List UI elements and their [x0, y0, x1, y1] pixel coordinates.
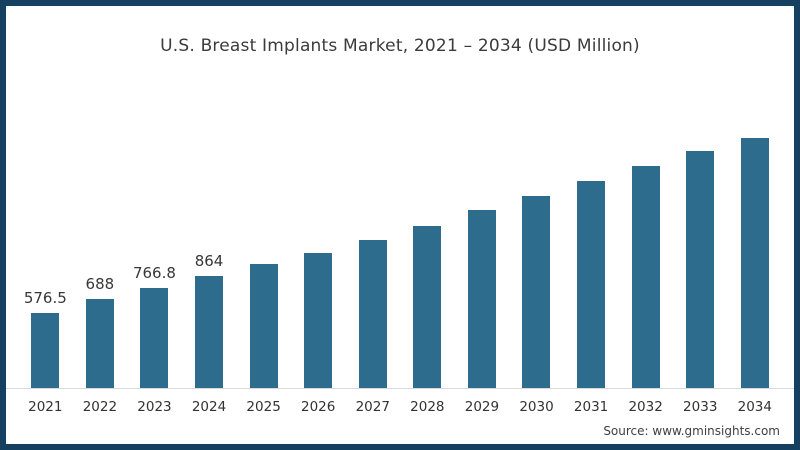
- bar-column-2021: 576.5: [18, 289, 73, 388]
- x-axis-label-2025: 2025: [246, 399, 281, 415]
- bar-column-2026: [291, 247, 346, 388]
- bar-column-2031: [564, 175, 619, 388]
- bar-2027: [358, 240, 387, 388]
- bar-value-label-2024: 864: [194, 252, 224, 270]
- bar-2025: [249, 264, 278, 388]
- bar-column-2022: 688: [73, 275, 128, 388]
- x-axis-label-2030: 2030: [519, 399, 554, 415]
- x-axis-labels: 2021 2022 2023 2024 2025 2026 2027 2028 2029 2030…: [18, 399, 782, 415]
- bar-column-2025: [236, 258, 291, 388]
- bar-column-2028: [400, 220, 455, 388]
- bar-value-label-2022: 688: [85, 275, 115, 293]
- bar-2033: [686, 151, 715, 388]
- bar-2030: [522, 196, 551, 388]
- bar-column-2023: 766.8: [127, 264, 182, 388]
- x-axis-baseline: [6, 388, 794, 389]
- bar-value-label-2023: 766.8: [132, 264, 176, 282]
- source-attribution: Source: www.gminsights.com: [603, 424, 780, 438]
- bar-plot-area: 576.5 688 766.8 864: [18, 132, 782, 388]
- bar-2028: [413, 226, 442, 388]
- bar-2032: [631, 166, 660, 388]
- bar-2026: [304, 253, 333, 388]
- bar-2023: [140, 288, 169, 388]
- bar-value-label-2021: 576.5: [23, 289, 67, 307]
- x-axis-label-2027: 2027: [355, 399, 390, 415]
- bar-column-2032: [618, 160, 673, 388]
- x-axis-label-2021: 2021: [28, 399, 63, 415]
- bar-2024: [195, 276, 224, 388]
- bar-column-2034: [728, 132, 783, 388]
- x-axis-label-2032: 2032: [628, 399, 663, 415]
- x-axis-label-2023: 2023: [137, 399, 172, 415]
- x-axis-label-2024: 2024: [191, 399, 227, 415]
- x-axis-label-2033: 2033: [683, 399, 718, 415]
- bar-column-2027: [345, 234, 400, 388]
- x-axis-label-2034: 2034: [737, 399, 772, 415]
- x-axis-label-2028: 2028: [410, 399, 445, 415]
- x-axis-label-2031: 2031: [573, 399, 609, 415]
- x-axis-label-2022: 2022: [82, 399, 118, 415]
- x-axis-label-2029: 2029: [464, 399, 500, 415]
- bar-column-2033: [673, 145, 728, 388]
- x-axis-label-2026: 2026: [301, 399, 336, 415]
- bar-column-2029: [455, 204, 510, 388]
- bar-2031: [577, 181, 606, 388]
- bar-2022: [85, 299, 114, 388]
- bar-2021: [31, 313, 60, 388]
- chart-title: U.S. Breast Implants Market, 2021 – 2034…: [160, 36, 640, 56]
- bar-column-2024: 864: [182, 252, 237, 388]
- bar-column-2030: [509, 190, 564, 388]
- bar-2034: [740, 138, 769, 388]
- bar-2029: [467, 210, 496, 388]
